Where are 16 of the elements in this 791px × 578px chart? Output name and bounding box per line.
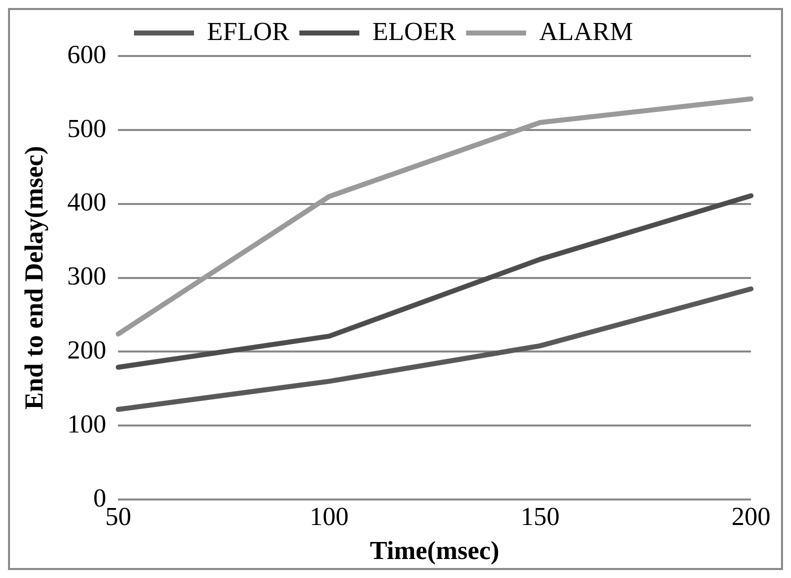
y-tick-label: 300 xyxy=(67,262,106,291)
x-tick-label: 150 xyxy=(520,502,560,532)
legend-label: EFLOR xyxy=(207,16,290,46)
legend-label: ELOER xyxy=(372,16,457,46)
x-tick-label: 100 xyxy=(310,502,349,532)
y-axis-title: End to end Delay(msec) xyxy=(19,146,48,410)
y-tick-label: 500 xyxy=(67,114,106,143)
y-tick-label: 0 xyxy=(93,483,106,512)
y-tick-label: 600 xyxy=(67,40,106,69)
y-tick-label: 400 xyxy=(67,188,106,217)
x-tick-label: 50 xyxy=(105,502,132,532)
legend-label: ALARM xyxy=(539,16,634,46)
y-tick-label: 200 xyxy=(67,336,106,365)
x-axis-title: Time(msec) xyxy=(370,536,500,566)
x-tick-label: 200 xyxy=(732,502,770,532)
y-tick-label: 100 xyxy=(67,409,106,438)
